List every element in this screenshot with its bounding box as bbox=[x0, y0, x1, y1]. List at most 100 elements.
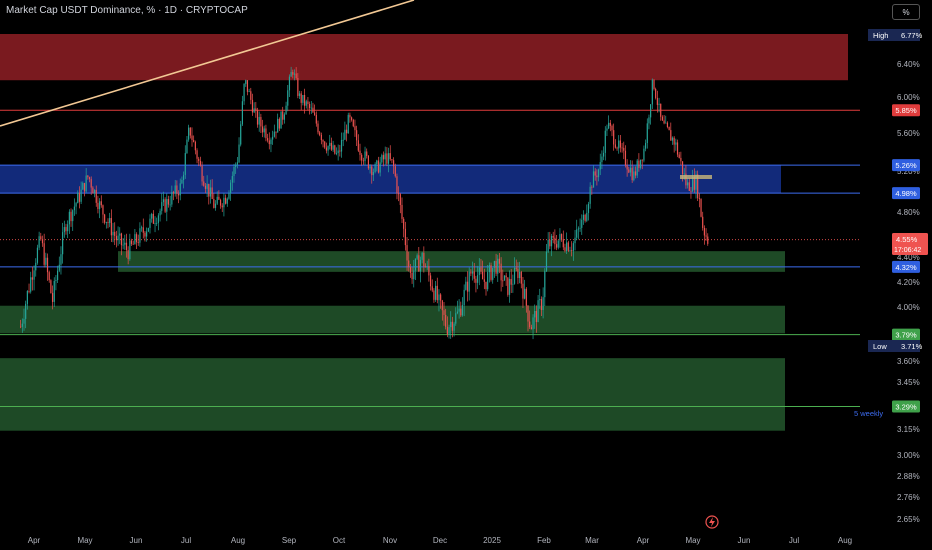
candle-body bbox=[206, 183, 208, 189]
candle-body bbox=[307, 101, 309, 105]
candle-body bbox=[317, 123, 319, 133]
candle-body bbox=[228, 193, 230, 199]
candle-body bbox=[77, 192, 79, 204]
candle-body bbox=[515, 267, 517, 269]
candle-body bbox=[554, 237, 556, 245]
candle-body bbox=[33, 270, 35, 280]
x-tick-label: Dec bbox=[433, 536, 447, 545]
candle-body bbox=[426, 266, 428, 268]
candle-body bbox=[670, 130, 672, 141]
candle-body bbox=[673, 137, 675, 145]
candle-body bbox=[78, 192, 81, 202]
candle-body bbox=[251, 99, 254, 113]
candle-body bbox=[636, 160, 638, 176]
candle-body bbox=[539, 299, 541, 301]
candle-body bbox=[604, 130, 606, 153]
candle-body bbox=[25, 303, 27, 319]
candle-body bbox=[75, 203, 77, 207]
range-marker bbox=[680, 175, 712, 179]
candle-body bbox=[382, 155, 385, 160]
candle-body bbox=[250, 91, 252, 100]
candle-body bbox=[609, 122, 611, 126]
candle-body bbox=[408, 260, 410, 267]
candle-body bbox=[216, 196, 218, 204]
candle-body bbox=[436, 285, 438, 301]
level-tag: 5.85% bbox=[895, 106, 917, 115]
candle-body bbox=[655, 88, 657, 98]
candle-body bbox=[648, 117, 650, 124]
candle-body bbox=[273, 131, 275, 137]
y-tick-label: 2.65% bbox=[897, 515, 920, 524]
candle-body bbox=[576, 229, 578, 238]
candle-body bbox=[477, 275, 479, 283]
candle-body bbox=[456, 311, 459, 314]
candle-body bbox=[70, 211, 72, 222]
candle-body bbox=[678, 154, 680, 158]
candle-body bbox=[357, 140, 359, 151]
candle-body bbox=[359, 150, 361, 155]
candle-body bbox=[529, 321, 531, 328]
candle-body bbox=[372, 172, 375, 176]
candle-body bbox=[90, 179, 92, 188]
high-label: High bbox=[873, 31, 888, 40]
candle-body bbox=[287, 90, 289, 106]
candle-body bbox=[351, 117, 353, 120]
scale-unit-button[interactable]: % bbox=[892, 4, 920, 20]
candle-body bbox=[487, 272, 489, 290]
lightning-icon-bolt bbox=[709, 517, 715, 527]
candle-body bbox=[465, 281, 467, 290]
candle-body bbox=[20, 326, 22, 328]
candle-body bbox=[277, 118, 279, 133]
candle-body bbox=[656, 97, 658, 105]
candle-body bbox=[290, 71, 292, 77]
candle-body bbox=[377, 160, 380, 173]
candle-body bbox=[564, 247, 566, 251]
candle-body bbox=[65, 227, 67, 232]
candle-body bbox=[460, 308, 462, 316]
candle-body bbox=[214, 203, 217, 208]
candle-body bbox=[643, 148, 645, 161]
candle-body bbox=[445, 314, 447, 327]
candle-body bbox=[267, 138, 269, 141]
candle-body bbox=[675, 142, 677, 145]
candle-body bbox=[488, 265, 490, 273]
candle-body bbox=[73, 206, 75, 211]
candle-body bbox=[151, 213, 153, 219]
level-tag: 4.98% bbox=[895, 189, 917, 198]
candle-body bbox=[238, 144, 240, 163]
candle-body bbox=[275, 131, 277, 133]
candle-body bbox=[386, 153, 388, 164]
candle-body bbox=[46, 257, 49, 273]
candle-body bbox=[690, 190, 692, 192]
lightning-icon-ring bbox=[705, 515, 719, 529]
candle-body bbox=[613, 130, 615, 145]
candle-body bbox=[132, 243, 134, 245]
low-value: 3.71% bbox=[901, 342, 923, 351]
candle-body bbox=[364, 151, 366, 162]
candle-body bbox=[57, 270, 59, 280]
candle-body bbox=[561, 234, 563, 240]
candle-body bbox=[587, 203, 590, 213]
candle-body bbox=[209, 187, 212, 197]
candle-body bbox=[324, 141, 326, 148]
candle-body bbox=[421, 252, 423, 260]
candle-body bbox=[125, 242, 128, 251]
candle-body bbox=[532, 317, 534, 330]
candle-body bbox=[129, 240, 131, 260]
candle-body bbox=[544, 270, 546, 298]
candle-body bbox=[130, 240, 133, 244]
candle-body bbox=[342, 139, 344, 141]
candle-body bbox=[219, 199, 222, 206]
candle-body bbox=[586, 212, 588, 221]
y-tick-label: 6.40% bbox=[897, 60, 920, 69]
candle-body bbox=[35, 262, 37, 271]
candle-body bbox=[53, 280, 55, 302]
candle-body bbox=[621, 147, 623, 149]
levels-layer bbox=[0, 109, 860, 408]
candle-body bbox=[62, 232, 64, 255]
candle-body bbox=[329, 142, 331, 147]
candle-body bbox=[603, 152, 605, 157]
candle-body bbox=[468, 271, 470, 292]
candle-body bbox=[626, 165, 628, 170]
